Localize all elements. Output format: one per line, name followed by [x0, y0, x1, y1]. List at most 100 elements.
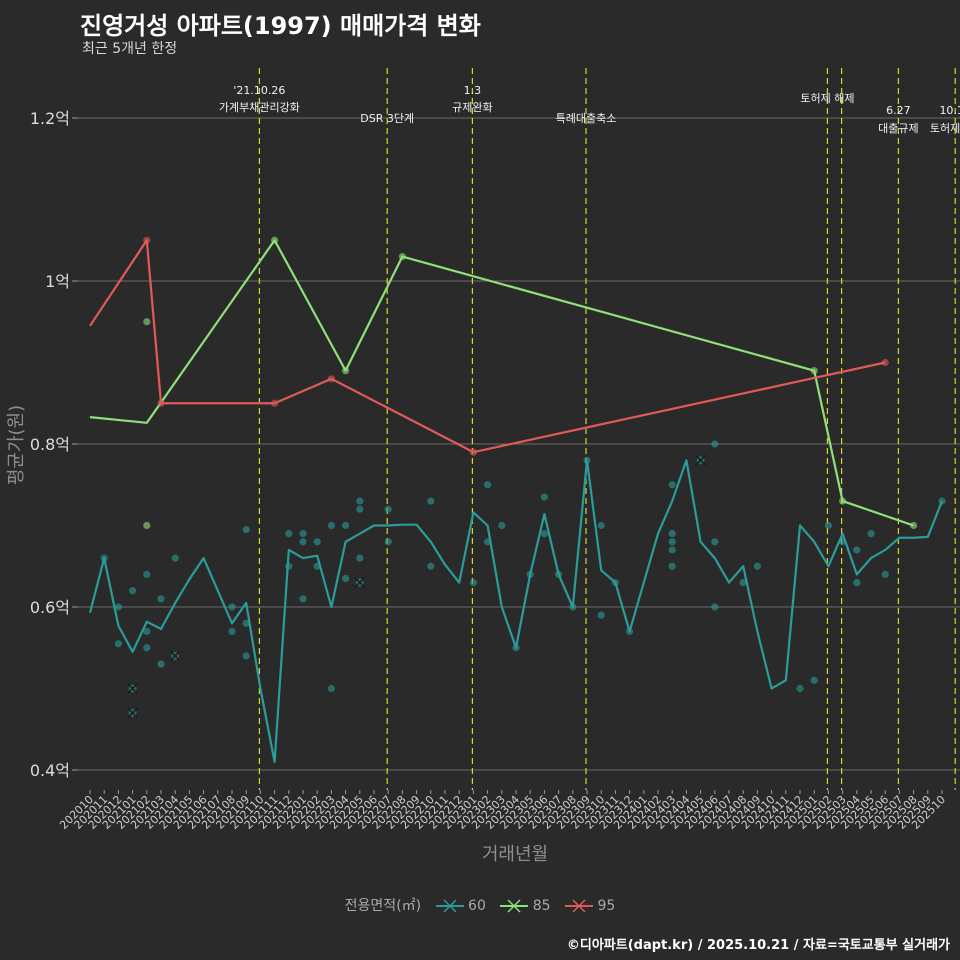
- cancel-mark-icon: [127, 683, 139, 694]
- event-label: 특례대출축소: [556, 112, 617, 125]
- data-point-60: [327, 684, 335, 693]
- data-point-85: [143, 521, 151, 530]
- data-point-85: [910, 521, 918, 530]
- legend-key-60-icon: [435, 899, 464, 913]
- legend-key-85-icon: [500, 899, 529, 913]
- data-point-60: [512, 644, 520, 652]
- data-point-60: [157, 595, 165, 603]
- data-point-60: [171, 554, 179, 562]
- data-point-95: [271, 399, 279, 407]
- data-point-60: [853, 546, 861, 554]
- data-point-60: [711, 440, 719, 448]
- legend-key-95-icon: [565, 899, 594, 913]
- data-point-60: [299, 530, 307, 538]
- cancel-mark-icon: [354, 577, 366, 589]
- data-point-60: [313, 538, 321, 546]
- data-point-60: [384, 538, 392, 546]
- data-point-60: [668, 562, 676, 570]
- data-point-60: [810, 676, 818, 684]
- data-point-60: [242, 525, 250, 534]
- data-point-60: [555, 570, 563, 579]
- legend-label-60: 60: [468, 898, 486, 914]
- y-tick-label: 1억: [45, 272, 70, 291]
- data-point-60: [285, 562, 293, 570]
- chart-title: 진영거성 아파트(1997) 매매가격 변화: [80, 12, 481, 40]
- data-point-60: [583, 456, 591, 464]
- data-point-60: [356, 497, 364, 505]
- data-point-60: [427, 497, 435, 505]
- data-point-60: [299, 595, 307, 603]
- data-point-60: [285, 530, 293, 538]
- data-point-60: [469, 578, 477, 587]
- data-point-60: [796, 684, 804, 693]
- data-point-95: [881, 358, 889, 367]
- series-line-60: [88, 459, 944, 763]
- legend-item-95: 95: [565, 898, 615, 914]
- data-point-85: [342, 367, 350, 375]
- data-point-60: [114, 640, 122, 648]
- data-point-60: [753, 562, 762, 570]
- cancel-mark-icon: [169, 650, 181, 662]
- data-point-85: [143, 318, 151, 326]
- data-point-60: [157, 660, 165, 668]
- data-point-60: [839, 538, 847, 546]
- legend-title: 전용면적(㎡): [344, 898, 422, 914]
- legend: 전용면적(㎡) 60 85 95: [0, 895, 960, 915]
- event-label: 1.3: [464, 84, 482, 97]
- data-point-60: [342, 574, 350, 583]
- data-point-60: [611, 578, 620, 587]
- data-point-60: [938, 497, 946, 505]
- data-point-60: [526, 570, 534, 579]
- data-point-60: [100, 554, 108, 562]
- data-point-60: [867, 530, 875, 538]
- data-point-85: [839, 497, 847, 505]
- event-label: 10.15: [939, 104, 960, 117]
- data-point-60: [739, 578, 747, 587]
- data-point-60: [299, 538, 307, 546]
- event-label: 대출규제: [878, 122, 918, 135]
- data-point-60: [327, 521, 335, 530]
- data-point-60: [668, 481, 676, 489]
- data-point-85: [271, 236, 279, 244]
- data-point-60: [384, 505, 392, 513]
- y-axis-label: 평균가(원): [6, 405, 27, 485]
- event-label: 규제완화: [452, 101, 492, 114]
- event-label: DSR 3단계: [360, 112, 414, 125]
- data-point-60: [711, 538, 719, 546]
- event-label: 6.27: [886, 104, 911, 117]
- legend-item-60: 60: [435, 898, 486, 914]
- data-point-85: [398, 252, 406, 261]
- legend-label-85: 85: [532, 898, 551, 914]
- y-tick-label: 0.4억: [30, 761, 70, 780]
- data-point-60: [711, 603, 719, 611]
- legend-item-85: 85: [500, 898, 551, 914]
- data-point-85: [810, 367, 818, 375]
- data-point-60: [498, 521, 506, 530]
- data-point-95: [469, 448, 477, 456]
- chart-subtitle: 최근 5개년 한정: [82, 41, 178, 57]
- data-point-60: [143, 644, 151, 652]
- data-point-95: [143, 236, 151, 244]
- data-point-60: [342, 521, 350, 530]
- data-point-60: [597, 611, 605, 619]
- data-point-60: [569, 603, 577, 611]
- data-point-60: [597, 521, 605, 530]
- data-point-60: [356, 554, 364, 562]
- data-point-60: [143, 570, 151, 579]
- data-point-60: [228, 627, 236, 636]
- data-point-60: [143, 627, 151, 636]
- data-point-60: [484, 481, 492, 489]
- source-caption: ©디아파트(dapt.kr) / 2025.10.21 / 자료=국토교통부 실…: [566, 938, 950, 953]
- cancel-mark-icon: [695, 454, 707, 466]
- y-tick-label: 1.2억: [30, 109, 70, 128]
- data-point-60: [540, 530, 549, 538]
- data-point-60: [228, 603, 236, 611]
- y-tick-label: 0.8억: [30, 435, 70, 454]
- legend-label-95: 95: [597, 898, 616, 914]
- data-point-60: [881, 570, 889, 579]
- data-point-60: [668, 538, 676, 546]
- data-point-60: [242, 619, 250, 627]
- data-point-60: [540, 493, 549, 501]
- cancel-mark-icon: [127, 707, 139, 719]
